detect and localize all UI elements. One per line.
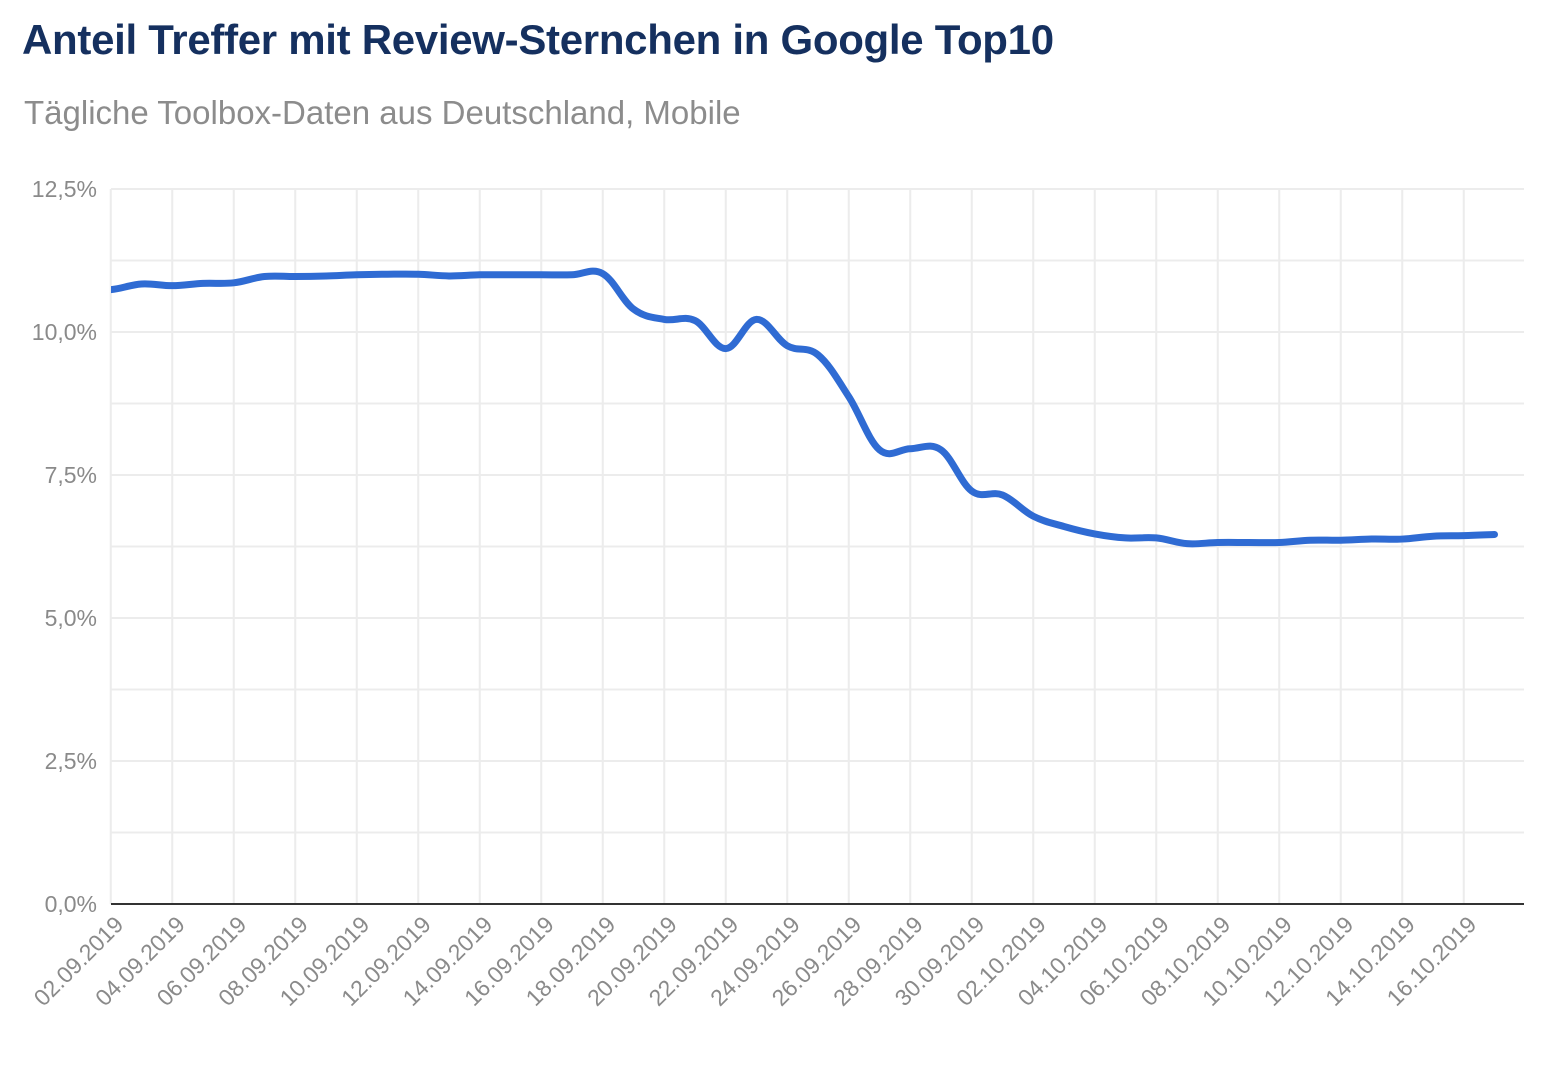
y-tick-label: 12,5% (32, 176, 97, 202)
y-tick-label: 5,0% (45, 605, 97, 631)
y-tick-label: 7,5% (45, 462, 97, 488)
tick-labels: 0,0%2,5%5,0%7,5%10,0%12,5%02.09.201904.0… (28, 176, 1481, 1011)
grid (109, 188, 1524, 904)
chart-title: Anteil Treffer mit Review-Sternchen in G… (22, 16, 1054, 63)
series-layer (111, 267, 1498, 548)
y-tick-label: 10,0% (32, 319, 97, 345)
series-line (111, 267, 1498, 548)
chart-subtitle: Tägliche Toolbox-Daten aus Deutschland, … (24, 94, 741, 131)
y-tick-label: 0,0% (45, 891, 97, 917)
y-tick-label: 2,5% (45, 748, 97, 774)
